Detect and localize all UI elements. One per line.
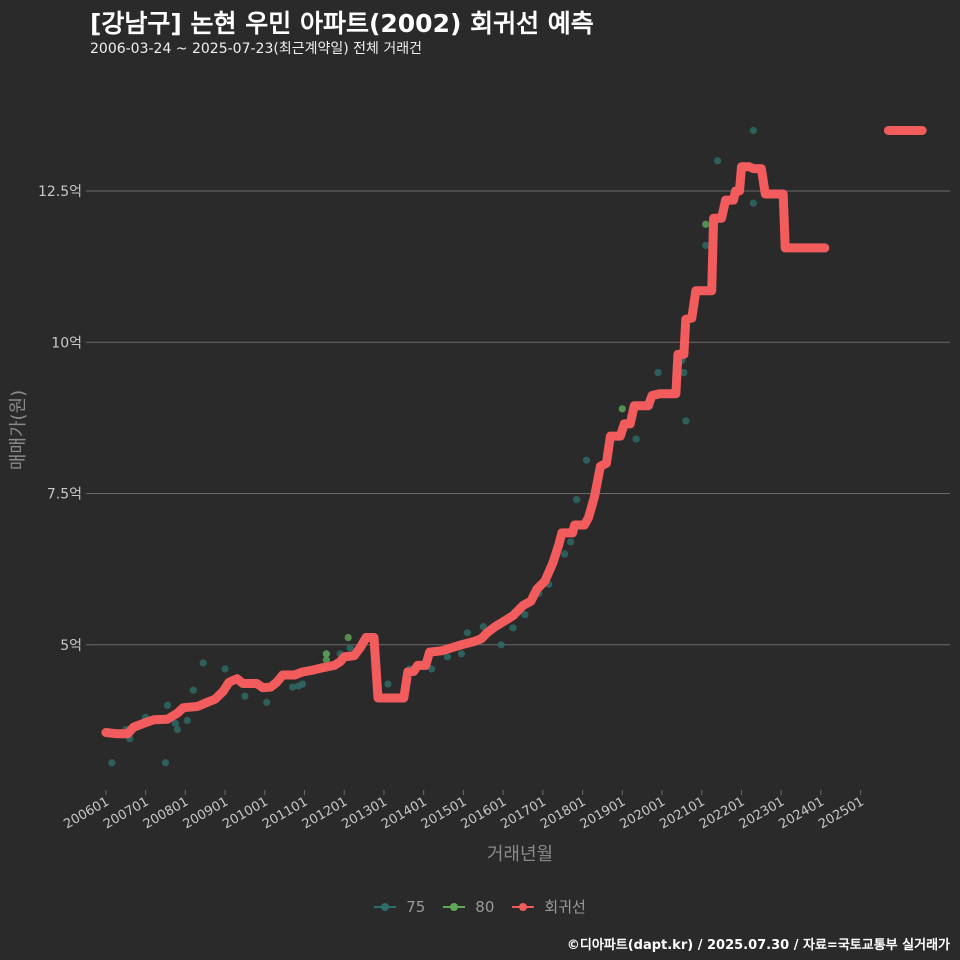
scatter-point-75 — [714, 157, 722, 165]
scatter-point-75 — [702, 241, 710, 250]
legend-item-75[interactable]: 75 — [374, 898, 425, 916]
scatter-point-80 — [702, 220, 710, 228]
legend-item-regression[interactable]: 회귀선 — [512, 896, 586, 917]
scatter-point-75 — [521, 610, 529, 619]
scatter-point-75 — [171, 719, 180, 728]
scatter-point-75 — [682, 417, 690, 425]
x-axis: 2006012007012008012009012010012011012012… — [61, 790, 867, 832]
scatter-point-75 — [346, 644, 354, 652]
scatter-point-75 — [443, 653, 452, 661]
scatter-point-75 — [161, 759, 170, 767]
scatter-point-80 — [344, 633, 352, 642]
scatter-point-75 — [749, 199, 757, 207]
scatter-point-75 — [288, 683, 297, 691]
y-tick-label: 12.5억 — [38, 184, 82, 200]
chart-title: [강남구] 논현 우민 아파트(2002) 회귀선 예측 — [90, 9, 594, 38]
scatter-point-75 — [509, 624, 517, 632]
x-axis-title: 거래년월 — [487, 844, 553, 865]
y-axis: 5억 7.5억 10억 12.5억 — [38, 184, 90, 654]
scatter-point-75 — [561, 550, 569, 558]
legend-label-regression: 회귀선 — [544, 898, 586, 916]
regression-line — [101, 162, 830, 739]
scatter-point-75 — [463, 629, 471, 637]
scatter-point-75 — [173, 725, 181, 734]
scatter-point-75 — [632, 435, 640, 443]
scatter-point-75 — [221, 665, 229, 673]
scatter-point-75 — [108, 759, 116, 767]
scatter-point-75 — [479, 623, 487, 631]
regression-line-layer — [101, 126, 927, 739]
scatter-point-75 — [573, 495, 581, 504]
legend-key-80 — [443, 899, 466, 915]
scatter-point-75 — [582, 456, 591, 464]
chart-subtitle: 2006-03-24 ~ 2025-07-23(최근계약일) 전체 거래건 — [90, 41, 422, 57]
y-tick-label: 10억 — [51, 335, 82, 351]
legend-label-75: 75 — [406, 897, 426, 916]
scatter-point-75 — [567, 538, 575, 546]
legend: 75 80 회귀선 — [0, 896, 960, 917]
scatter-point-80 — [322, 656, 330, 664]
y-tick-label: 5억 — [60, 638, 82, 654]
scatter-point-75 — [241, 692, 249, 700]
x-tick-label: 202501 — [816, 794, 866, 832]
scatter-point-80 — [322, 650, 330, 658]
scatter-point-75 — [263, 698, 271, 706]
scatter-point-75 — [298, 680, 307, 688]
legend-key-75 — [374, 899, 397, 915]
scatter-points-layer — [108, 126, 757, 767]
scatter-point-75 — [654, 368, 662, 377]
grid-layer — [90, 190, 950, 646]
legend-label-80: 80 — [475, 897, 495, 916]
scatter-point-75 — [457, 650, 466, 658]
y-tick-label: 7.5억 — [47, 487, 82, 503]
scatter-point-75 — [189, 686, 197, 694]
scatter-point-75 — [749, 126, 757, 135]
y-axis-title: 매매가(원) — [8, 390, 29, 470]
scatter-point-75 — [384, 680, 392, 688]
scatter-point-75 — [183, 716, 191, 725]
scatter-point-75 — [163, 701, 172, 709]
scatter-point-75 — [199, 659, 207, 667]
legend-key-regression — [512, 899, 535, 915]
source-footer: ©디아파트(dapt.kr) / 2025.07.30 / 자료=국토교통부 실… — [566, 938, 950, 953]
scatter-point-75 — [497, 641, 505, 649]
scatter-point-80 — [618, 405, 626, 413]
scatter-point-75 — [680, 368, 688, 377]
legend-item-80[interactable]: 80 — [443, 898, 494, 916]
